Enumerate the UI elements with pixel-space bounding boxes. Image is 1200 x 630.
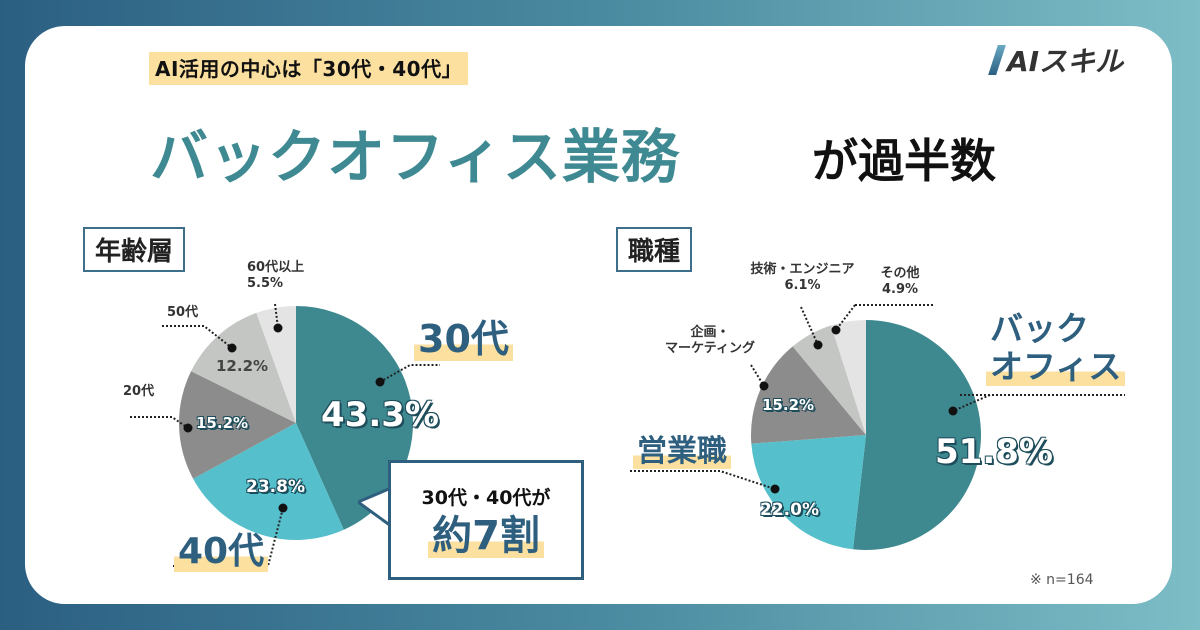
pie-slice [792, 325, 866, 435]
age-leader-dots [183, 323, 385, 513]
age-label-60s: 60代以上 5.5% [247, 260, 304, 292]
job-category-sales: 営業職 [633, 426, 731, 470]
section-label-job: 職種 [616, 227, 693, 272]
age-category-40s: 40代 [174, 522, 269, 574]
pie-slice [853, 320, 981, 551]
job-leader-lines [630, 304, 1125, 490]
headline-tail: が過半数 [812, 134, 996, 188]
age-category-30s-text: 30代 [414, 317, 513, 361]
sample-size-note: ※ n=164 [1030, 572, 1094, 588]
subtitle-banner: AI活用の中心は「30代・40代」 [149, 52, 469, 85]
job-label-other: その他 4.9% [870, 266, 930, 298]
job-label-planning-line1: 企画・ [690, 325, 730, 340]
job-category-backoffice-line1: バック [990, 309, 1089, 348]
job-pie-chart [750, 320, 981, 551]
callout-box: 30代・40代が 約7割 [388, 460, 584, 580]
pie-slice [256, 306, 296, 423]
section-label-age: 年齢層 [83, 227, 186, 272]
age-category-40s-text: 40代 [174, 531, 269, 572]
pie-slice [831, 320, 866, 435]
pie-slice [750, 346, 866, 444]
age-pct-20s: 15.2% [196, 414, 249, 432]
job-category-backoffice-line2: オフィス [986, 348, 1126, 386]
brand-logo: AIスキル [988, 40, 1124, 80]
age-pct-40s: 23.8% [246, 477, 305, 497]
pie-slice [179, 371, 296, 479]
logo-text: AIスキル [1007, 45, 1124, 78]
pie-slice [191, 312, 296, 423]
pie-slice [193, 423, 344, 540]
headline-main: バックオフィス業務 [150, 123, 680, 191]
job-leader-dots [759, 325, 958, 494]
age-pct-30s: 43.3% [321, 395, 439, 435]
callout-line2: 約7割 [428, 514, 544, 558]
pie-slice [751, 435, 866, 550]
age-label-60s-name: 60代以上 [247, 260, 305, 275]
job-label-other-pct: 4.9% [881, 282, 919, 297]
job-label-planning: 企画・ マーケティング [650, 325, 770, 357]
job-label-planning-line2: マーケティング [665, 341, 755, 356]
age-pct-50s: 12.2% [216, 357, 269, 375]
job-category-backoffice: バック オフィス [986, 309, 1126, 386]
job-label-tech: 技術・エンジニア 6.1% [735, 262, 870, 294]
job-pct-backoffice: 51.8% [935, 432, 1053, 472]
age-category-30s: 30代 [414, 308, 513, 363]
age-label-20s: 20代 [123, 384, 155, 399]
job-category-sales-text: 営業職 [633, 434, 731, 469]
job-pct-sales: 22.0% [760, 500, 819, 520]
job-label-tech-pct: 6.1% [784, 278, 821, 293]
pie-slice [296, 306, 413, 530]
age-label-50s: 50代 [167, 305, 199, 320]
job-pct-planning: 15.2% [762, 396, 815, 414]
age-pie-chart [179, 306, 413, 540]
job-label-tech-name: 技術・エンジニア [750, 262, 855, 277]
callout-line1: 30代・40代が [421, 487, 551, 509]
job-label-other-name: その他 [880, 266, 920, 281]
age-label-60s-pct: 5.5% [247, 276, 284, 291]
callout-pointer [358, 488, 392, 528]
